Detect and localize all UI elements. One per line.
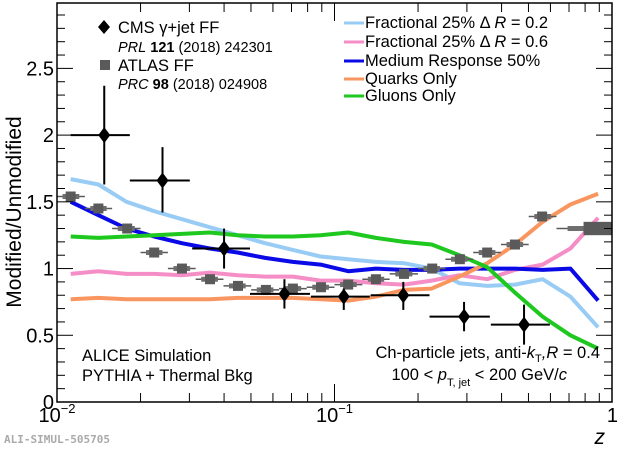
annotation-pt-range: 100 < pT, jet < 200 GeV/c (391, 366, 567, 389)
ref-volume-atlas: 98 (153, 77, 169, 93)
atlas-marker-2 (122, 223, 133, 234)
legend-label-gluons: Gluons Only (365, 87, 457, 105)
legend-label-quarks: Quarks Only (365, 70, 457, 88)
watermark: ALI-SIMUL-505705 (4, 433, 110, 446)
atlas-marker-16 (509, 239, 520, 250)
x-tick-label: 1 (607, 405, 618, 427)
atlas-marker-9 (315, 282, 326, 293)
legend-label-atlas: ATLAS FF (118, 57, 194, 75)
atlas-marker-6 (232, 280, 243, 291)
cms-marker-3 (278, 285, 291, 302)
atlas-marker-4 (176, 263, 187, 274)
series-line-1 (70, 216, 600, 287)
x-tick-label: 10−2 (38, 401, 75, 427)
atlas-marker-3 (149, 247, 160, 258)
ref-journal-cms: PRL (118, 40, 146, 56)
legend-label-frac02: Fractional 25% Δ R = 0.2 (365, 14, 548, 32)
ref-rest-cms: (2018) 242301 (178, 40, 272, 56)
y-tick-label: 1.5 (26, 192, 54, 214)
legend-left: CMS γ+jet FF PRL 121 (2018) 242301 ATLAS… (98, 19, 273, 93)
atlas-marker-15 (482, 247, 493, 258)
y-tick-label: 1 (43, 259, 54, 281)
legend-label-medium: Medium Response 50% (365, 52, 541, 70)
atlas-marker-17 (537, 211, 548, 222)
atlas-marker-18 (583, 221, 612, 236)
x-axis-label: z (594, 426, 606, 449)
cms-marker-4 (337, 288, 350, 305)
y-axis-label: Modified/Unmodified (3, 116, 26, 307)
atlas-marker-14 (454, 254, 465, 265)
cms-marker-5 (397, 287, 410, 304)
legend-ref-atlas: PRC 98 (2018) 024908 (118, 77, 267, 93)
legend-ref-cms: PRL 121 (2018) 242301 (118, 40, 273, 56)
atlas-marker-10 (343, 279, 354, 290)
atlas-marker-8 (287, 283, 298, 294)
ref-volume-cms: 121 (150, 40, 174, 56)
legend-label-frac06: Fractional 25% Δ R = 0.6 (365, 33, 548, 51)
y-tick-label: 0.5 (26, 325, 54, 347)
series-line-2 (69, 199, 600, 302)
series-line-4 (70, 230, 599, 351)
legend-marker-atlas-square (100, 60, 110, 70)
plot-marks (57, 85, 612, 351)
cms-marker-7 (518, 316, 531, 333)
atlas-marker-0 (65, 191, 76, 202)
legend-marker-cms-diamond (98, 20, 110, 34)
legend-right: Fractional 25% Δ R = 0.2 Fractional 25% … (344, 14, 548, 105)
annotation-jets: Ch-particle jets, anti-kT,R = 0.4 (375, 344, 600, 365)
x-tick-label: 10−1 (316, 401, 353, 427)
y-tick-label: 2 (43, 125, 54, 147)
ref-rest-atlas: (2018) 024908 (173, 77, 267, 93)
atlas-marker-1 (93, 203, 104, 214)
ref-journal-atlas: PRC (118, 77, 149, 93)
atlas-marker-7 (260, 284, 271, 295)
y-tick-label: 2.5 (26, 58, 54, 80)
atlas-marker-5 (205, 274, 216, 285)
cms-marker-2 (218, 240, 231, 257)
annotation-generator: PYTHIA + Thermal Bkg (82, 367, 253, 385)
axes: 0 0.5 1 1.5 2 2.5 10−2 10−1 1 (26, 2, 618, 427)
legend-label-cms: CMS γ+jet FF (118, 19, 219, 37)
atlas-marker-12 (398, 268, 409, 279)
y-tick-label: 0 (43, 392, 54, 414)
series-line-0 (70, 177, 600, 329)
cms-marker-6 (458, 308, 471, 325)
atlas-marker-11 (370, 274, 381, 285)
annotation-experiment: ALICE Simulation (82, 347, 211, 365)
atlas-marker-13 (427, 263, 438, 274)
cms-marker-1 (156, 172, 169, 189)
cms-marker-0 (98, 127, 111, 144)
